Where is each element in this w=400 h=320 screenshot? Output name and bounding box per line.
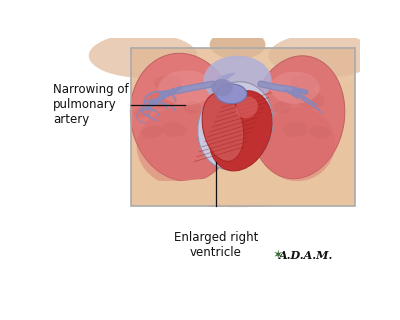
Ellipse shape — [236, 96, 258, 118]
Text: Narrowing of
pulmonary
artery: Narrowing of pulmonary artery — [53, 84, 129, 126]
Text: A.D.A.M.: A.D.A.M. — [279, 250, 333, 261]
Ellipse shape — [270, 72, 320, 104]
Ellipse shape — [296, 91, 324, 109]
FancyBboxPatch shape — [131, 48, 355, 206]
Ellipse shape — [261, 108, 335, 181]
Ellipse shape — [142, 126, 163, 138]
Ellipse shape — [137, 108, 224, 186]
Ellipse shape — [89, 34, 197, 78]
Ellipse shape — [209, 91, 272, 171]
Ellipse shape — [134, 107, 152, 117]
Ellipse shape — [216, 84, 247, 104]
FancyBboxPatch shape — [131, 48, 355, 100]
Ellipse shape — [154, 75, 182, 90]
Ellipse shape — [146, 91, 177, 109]
Ellipse shape — [309, 126, 330, 138]
FancyBboxPatch shape — [131, 48, 355, 83]
Ellipse shape — [211, 79, 233, 96]
Ellipse shape — [210, 30, 266, 59]
Ellipse shape — [282, 122, 307, 137]
Text: ✶: ✶ — [273, 249, 284, 262]
Ellipse shape — [204, 56, 272, 105]
Ellipse shape — [158, 70, 214, 105]
FancyBboxPatch shape — [131, 48, 355, 68]
Text: Enlarged right
ventricle: Enlarged right ventricle — [174, 231, 258, 259]
FancyBboxPatch shape — [131, 181, 355, 206]
Ellipse shape — [198, 82, 273, 170]
Ellipse shape — [251, 56, 345, 179]
Ellipse shape — [290, 75, 318, 90]
Polygon shape — [213, 73, 235, 89]
Ellipse shape — [268, 34, 377, 78]
Ellipse shape — [130, 53, 236, 181]
Ellipse shape — [183, 101, 202, 114]
Ellipse shape — [273, 101, 292, 114]
Ellipse shape — [152, 178, 323, 207]
Ellipse shape — [202, 93, 244, 161]
Ellipse shape — [162, 122, 186, 137]
